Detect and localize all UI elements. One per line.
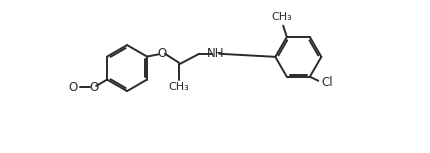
Text: CH₃: CH₃ xyxy=(168,82,189,92)
Text: O: O xyxy=(89,81,98,94)
Text: Cl: Cl xyxy=(321,76,332,89)
Text: NH: NH xyxy=(206,47,224,60)
Text: O: O xyxy=(157,47,166,60)
Text: CH₃: CH₃ xyxy=(271,12,292,22)
Text: O: O xyxy=(68,81,77,94)
